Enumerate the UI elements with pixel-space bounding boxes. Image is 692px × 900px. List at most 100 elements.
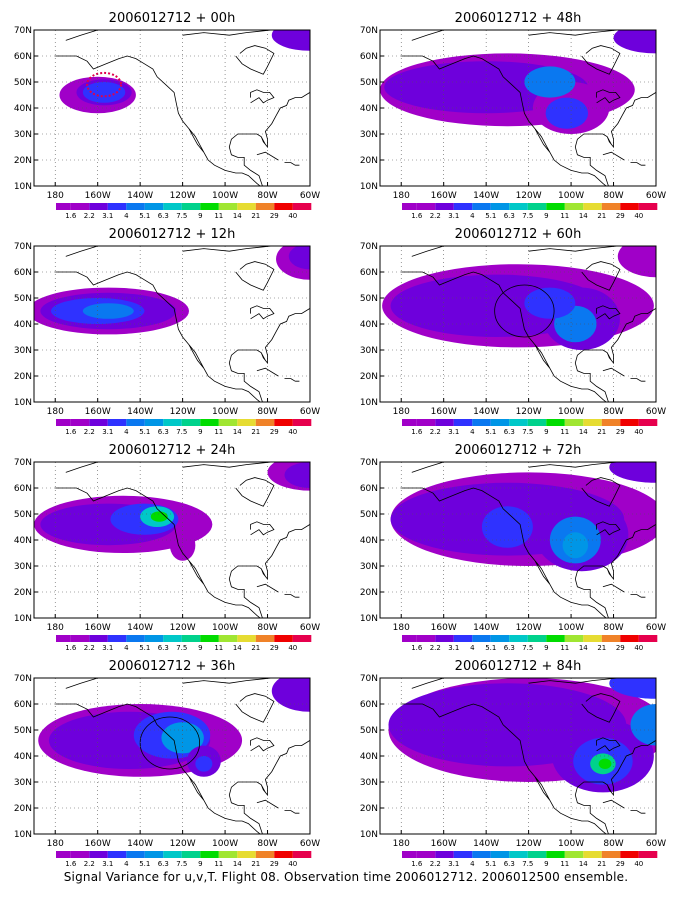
colorbar-swatch xyxy=(435,635,454,642)
variance-field xyxy=(380,246,656,402)
colorbar-swatch xyxy=(218,203,238,210)
colorbar-label: 7.5 xyxy=(176,860,187,868)
colorbar-label: 7.5 xyxy=(176,644,187,652)
colorbar-label: 9 xyxy=(544,428,548,436)
y-tick-label: 60N xyxy=(14,700,32,710)
colorbar-swatch xyxy=(472,203,491,210)
y-tick-label: 40N xyxy=(360,104,378,114)
x-tick-label: 60W xyxy=(646,407,666,417)
y-tick-label: 10N xyxy=(360,614,378,624)
colorbar-cap xyxy=(402,851,417,858)
colorbar-swatch xyxy=(181,203,201,210)
colorbar: 1.6 2.2 3.1 4 5.1 6.3 7.5 9 11 14 21 29 40 xyxy=(402,851,658,868)
x-tick-label: 80W xyxy=(257,623,277,633)
colorbar-label: 4 xyxy=(470,428,475,436)
colorbar-swatch xyxy=(200,419,219,426)
colorbar-swatch xyxy=(620,203,639,210)
colorbar-swatch xyxy=(601,419,621,426)
y-tick-label: 70N xyxy=(14,242,32,252)
colorbar-label: 21 xyxy=(251,644,260,652)
y-tick-label: 50N xyxy=(14,294,32,304)
colorbar-swatch xyxy=(218,635,238,642)
y-tick-label: 70N xyxy=(14,458,32,468)
x-tick-label: 140W xyxy=(127,623,153,633)
panel-title: 2006012712 + 00h xyxy=(109,11,236,26)
colorbar-label: 1.6 xyxy=(411,860,423,868)
colorbar-swatch xyxy=(126,203,145,210)
colorbar-label: 4 xyxy=(470,644,475,652)
colorbar-cap xyxy=(402,635,417,642)
colorbar-swatch xyxy=(583,635,602,642)
colorbar-swatch xyxy=(527,635,547,642)
x-tick-label: 160W xyxy=(85,407,111,417)
colorbar-swatch xyxy=(416,851,436,858)
colorbar-swatch xyxy=(620,851,639,858)
x-tick-label: 120W xyxy=(516,839,542,849)
colorbar-label: 5.1 xyxy=(139,428,150,436)
x-tick-label: 160W xyxy=(431,191,457,201)
colorbar-swatch xyxy=(490,851,510,858)
x-tick-label: 60W xyxy=(300,191,320,201)
colorbar-swatch xyxy=(107,203,127,210)
y-tick-label: 70N xyxy=(360,674,378,684)
colorbar-label: 9 xyxy=(198,860,202,868)
x-tick-label: 60W xyxy=(646,839,666,849)
colorbar-label: 40 xyxy=(288,644,297,652)
colorbar-swatch xyxy=(527,203,547,210)
colorbar-label: 14 xyxy=(233,860,242,868)
colorbar-swatch xyxy=(292,851,312,858)
variance-contour xyxy=(288,246,310,270)
figure-caption: Signal Variance for u,v,T. Flight 08. Ob… xyxy=(63,870,629,884)
colorbar-swatch xyxy=(509,635,528,642)
x-tick-label: 100W xyxy=(558,623,584,633)
colorbar-swatch xyxy=(126,419,145,426)
colorbar-label: 11 xyxy=(214,860,223,868)
colorbar-swatch xyxy=(237,635,256,642)
y-tick-label: 10N xyxy=(14,614,32,624)
colorbar-swatch xyxy=(274,203,293,210)
colorbar-label: 14 xyxy=(579,212,588,220)
colorbar-swatch xyxy=(546,635,565,642)
colorbar-swatch xyxy=(601,635,621,642)
colorbar-swatch xyxy=(490,419,510,426)
colorbar-swatch xyxy=(472,635,491,642)
x-tick-label: 180 xyxy=(47,191,64,201)
colorbar-label: 40 xyxy=(288,212,297,220)
colorbar-label: 3.1 xyxy=(448,428,459,436)
colorbar-label: 1.6 xyxy=(65,428,77,436)
y-tick-label: 70N xyxy=(14,674,32,684)
colorbar-label: 14 xyxy=(233,428,242,436)
x-tick-label: 120W xyxy=(170,407,196,417)
colorbar-label: 21 xyxy=(251,212,260,220)
colorbar-label: 14 xyxy=(579,428,588,436)
colorbar-label: 21 xyxy=(597,644,606,652)
colorbar-label: 2.2 xyxy=(84,428,95,436)
colorbar-swatch xyxy=(292,419,312,426)
y-tick-label: 30N xyxy=(360,562,378,572)
variance-contour xyxy=(271,678,310,712)
colorbar-swatch xyxy=(546,851,565,858)
x-tick-label: 140W xyxy=(473,623,499,633)
y-tick-label: 40N xyxy=(360,320,378,330)
colorbar-label: 2.2 xyxy=(430,644,441,652)
y-tick-label: 30N xyxy=(360,346,378,356)
x-tick-label: 160W xyxy=(431,623,457,633)
y-tick-label: 60N xyxy=(360,700,378,710)
colorbar-swatch xyxy=(564,635,584,642)
colorbar-label: 40 xyxy=(634,428,643,436)
colorbar-label: 6.3 xyxy=(158,644,169,652)
x-tick-label: 180 xyxy=(47,407,64,417)
map-panel: 2006012712 + 60h 10N 20N 30N 40N 50N 60N 70N 180… xyxy=(360,227,666,436)
variance-field xyxy=(380,462,656,618)
variance-contour xyxy=(271,30,310,51)
x-tick-label: 140W xyxy=(127,839,153,849)
x-tick-label: 60W xyxy=(300,623,320,633)
colorbar-label: 14 xyxy=(233,212,242,220)
y-tick-label: 30N xyxy=(360,778,378,788)
x-tick-label: 140W xyxy=(127,407,153,417)
colorbar-label: 29 xyxy=(270,644,279,652)
colorbar-label: 1.6 xyxy=(65,644,77,652)
colorbar-swatch xyxy=(583,851,602,858)
x-tick-label: 100W xyxy=(558,407,584,417)
colorbar-swatch xyxy=(70,419,90,426)
